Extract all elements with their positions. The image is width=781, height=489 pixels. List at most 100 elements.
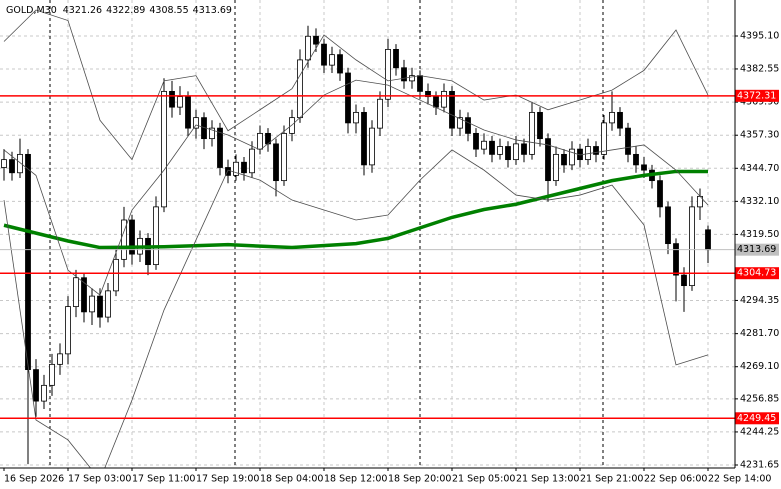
y-tick-label: 4395.10 [740,31,779,42]
level-label-box [735,412,779,425]
candle-body [441,90,447,108]
x-tick-label: 22 Sep 06:00 [644,474,707,485]
candle-body [217,127,223,168]
candle-body [689,206,695,287]
chart-title: GOLD,M30 4321.26 4322.89 4308.55 4313.69 [6,5,232,16]
candle-body [353,111,359,124]
candle-body [401,67,407,82]
candle-body [473,132,479,150]
candle-body [385,48,391,100]
candle-body [129,219,135,255]
candle-body [393,48,399,69]
level-label-box [735,89,779,102]
level-label: 4249.45 [737,413,776,424]
candle-body [97,295,103,318]
candle-body [105,290,111,318]
candle-body [369,127,375,166]
candle-body [601,122,607,155]
x-tick-label: 22 Sep 14:00 [708,474,771,485]
candle-body [633,153,639,166]
candle-body [193,117,199,129]
ohlc-low: 4308.55 [149,5,188,16]
candle-body [89,295,95,313]
y-tick-label: 4344.70 [740,163,779,174]
y-tick-label: 4357.30 [740,130,779,141]
candle-body [321,43,327,66]
candle-body [617,111,623,129]
candle-body [409,75,415,82]
candle-body [457,117,463,129]
candle-body [249,148,255,174]
x-tick-label: 17 Sep 11:00 [132,474,195,485]
candle-body [33,369,39,402]
candle-body [9,159,15,174]
y-tick-label: 4256.85 [740,393,779,404]
candle-body [65,306,71,355]
candle-body [233,161,239,176]
candle-body [49,363,55,386]
candle-body [73,277,79,308]
period-separators [49,0,604,468]
candle-body [121,219,127,260]
candle-body [569,148,575,166]
candle-body [561,153,567,166]
candle-body [313,35,319,45]
candle-body [41,384,47,402]
ohlc-close: 4313.69 [193,5,232,16]
candle-body [169,90,175,108]
last-price-box [735,243,779,256]
ohlc-open: 4321.26 [63,5,102,16]
candle-body [177,96,183,108]
x-tick-label: 17 Sep 19:00 [196,474,259,485]
x-tick-label: 21 Sep 05:00 [452,474,515,485]
candle-body [25,153,31,371]
x-tick-label: 16 Sep 2026 [4,474,64,485]
candle-body [665,206,671,245]
candle-body [513,143,519,161]
level-label: 4304.73 [737,268,776,279]
moving-average [3,169,708,250]
candle-body [153,206,159,266]
x-tick-label: 17 Sep 03:00 [68,474,131,485]
candle-body [505,146,511,161]
candle-body [113,258,119,292]
bollinger-band [3,9,709,161]
y-tick-label: 4369.90 [740,97,779,108]
candle-body [57,353,63,365]
candle-body [161,90,167,208]
candle-body [273,143,279,182]
y-tick-label: 4281.70 [740,328,779,339]
candle-body [281,132,287,182]
y-tick-label: 4294.35 [740,295,779,306]
candle-body [361,111,367,166]
candle-body [417,75,423,92]
candle-body [481,140,487,150]
candle-body [305,35,311,61]
candle-body [185,96,191,129]
candle-body [625,127,631,155]
x-tick-label: 21 Sep 13:00 [516,474,579,485]
candle-body [545,138,551,182]
x-tick-label: 18 Sep 04:00 [260,474,323,485]
y-tick-label: 4269.10 [740,361,779,372]
candle-body [553,153,559,182]
x-tick-label: 21 Sep 21:00 [580,474,643,485]
candle-body [145,237,151,266]
x-tick-label: 18 Sep 20:00 [388,474,451,485]
overlay: 4395.10 4382.55 4369.90 4357.30 4344.70 4332.… [0,31,779,485]
candle-body [705,229,711,251]
bollinger-band [3,149,709,468]
ohlc-high: 4322.89 [106,5,145,16]
candle-body [1,159,7,168]
candle-body [17,153,23,174]
candle-body [497,146,503,155]
candle-body [289,117,295,134]
candle-body [537,111,543,140]
last-price-label: 4313.69 [737,244,776,255]
candle-body [529,111,535,155]
symbol: GOLD,M30 [6,5,57,16]
candle-body [593,146,599,155]
y-tick-label: 4231.65 [740,460,779,471]
candle-body [609,111,615,124]
